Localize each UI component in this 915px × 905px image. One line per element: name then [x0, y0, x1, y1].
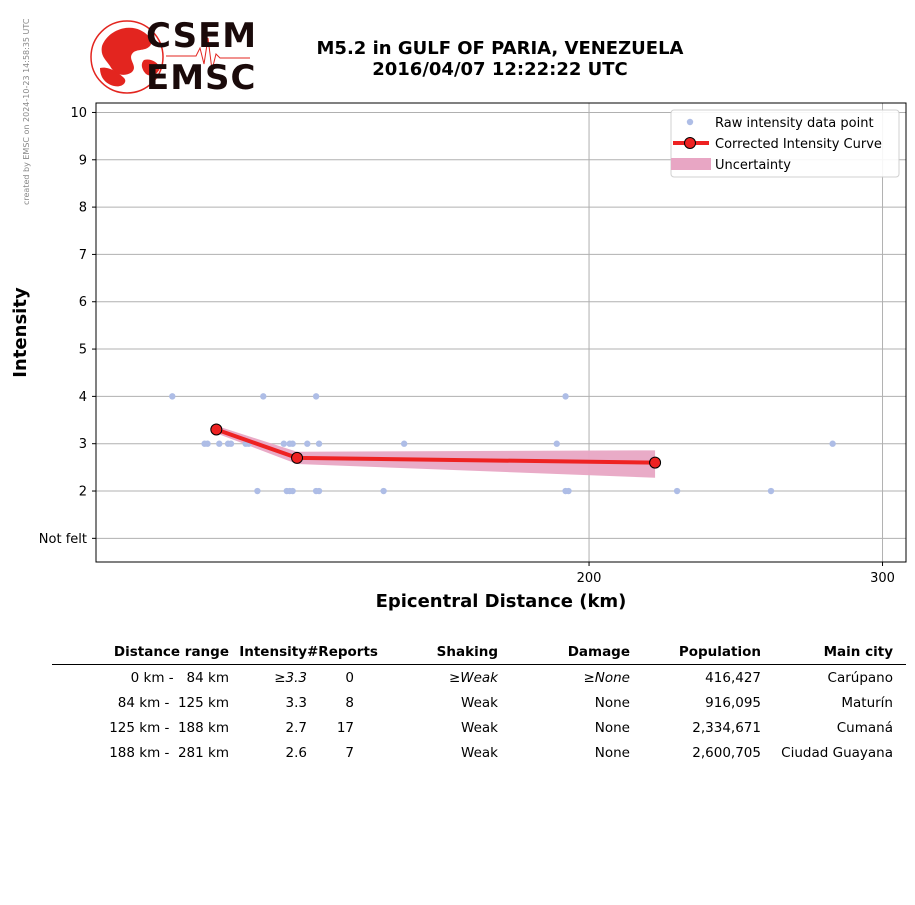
raw-data-point: [400, 440, 408, 447]
legend-label: Raw intensity data point: [715, 116, 874, 131]
raw-data-point: [254, 487, 261, 495]
raw-data-point: [289, 440, 296, 447]
cell-reports: 0: [345, 669, 354, 686]
logo-emsc: EMSC: [146, 58, 257, 98]
raw-data-point: [829, 440, 836, 447]
raw-data-point: [380, 487, 387, 495]
title-line-event: M5.2 in GULF OF PARIA, VENEZUELA: [316, 38, 684, 59]
table-header: Distance range Intensity #Reports Shakin…: [52, 640, 906, 665]
cell-reports: 8: [345, 694, 354, 711]
cell-population: 416,427: [705, 669, 761, 686]
globe-icon: [90, 20, 250, 94]
raw-data-point: [260, 393, 267, 400]
raw-data-point: [169, 393, 176, 400]
legend-swatch-marker: [684, 137, 696, 149]
x-tick-label: 300: [870, 571, 895, 586]
table-row: 125 km - 188 km 2.7 17 Weak None 2,334,6…: [52, 715, 906, 740]
cell-range: 0 km - 84 km: [130, 669, 229, 686]
y-tick-label: Not felt: [39, 532, 87, 547]
header-damage: Damage: [567, 644, 630, 660]
cell-shaking: Weak: [461, 694, 498, 711]
raw-data-point: [562, 393, 569, 400]
cell-damage: None: [594, 719, 630, 736]
raw-data-point: [315, 487, 323, 495]
y-tick-label: 8: [79, 201, 87, 216]
cell-population: 2,600,705: [692, 744, 761, 761]
cell-intensity: 2.6: [285, 744, 307, 761]
cell-shaking: ≥Weak: [448, 669, 498, 686]
header-shaking: Shaking: [436, 644, 498, 660]
header-intensity: Intensity: [239, 644, 307, 660]
y-tick-label: 6: [79, 295, 87, 310]
cell-city: Carúpano: [827, 669, 893, 686]
cell-intensity: ≥3.3: [274, 669, 307, 686]
header-population: Population: [678, 644, 761, 660]
legend-label: Corrected Intensity Curve: [715, 137, 882, 152]
cell-population: 916,095: [705, 694, 761, 711]
raw-data-point: [216, 440, 223, 447]
cell-reports: 17: [336, 719, 354, 736]
cell-shaking: Weak: [461, 719, 498, 736]
y-tick-label: 4: [79, 390, 87, 405]
x-tick-label: 200: [577, 571, 602, 586]
header-distance-range: Distance range: [113, 644, 229, 660]
cell-damage: None: [594, 694, 630, 711]
curve-marker: [210, 423, 223, 436]
raw-data-point: [304, 440, 311, 447]
cell-intensity: 2.7: [285, 719, 307, 736]
x-axis-label: Epicentral Distance (km): [376, 591, 627, 612]
y-tick-label: 9: [79, 153, 87, 168]
curve-marker: [291, 451, 304, 464]
y-tick-label: 2: [79, 485, 87, 500]
legend-box: [670, 109, 900, 178]
intensity-chart: Not felt 2 3 4 5 6 7 8 9 10 200 300 Epicentral Dista…: [10, 102, 907, 612]
cell-population: 2,334,671: [692, 719, 761, 736]
raw-data-point: [204, 440, 211, 447]
emsc-logo: CSEM EMSC: [88, 16, 258, 98]
cell-city: Maturín: [841, 694, 893, 711]
cell-range: 125 km - 188 km: [109, 719, 229, 736]
raw-data-point: [673, 487, 681, 495]
raw-data-point: [289, 487, 296, 495]
cell-range: 84 km - 125 km: [117, 694, 229, 711]
cell-shaking: Weak: [461, 744, 498, 761]
intensity-table: Distance range Intensity #Reports Shakin…: [52, 640, 906, 765]
table-row: 0 km - 84 km ≥3.3 0 ≥Weak ≥None 416,427 …: [52, 665, 906, 690]
raw-data-point: [565, 487, 572, 495]
uncertainty-band: [216, 425, 656, 478]
cell-reports: 7: [345, 744, 354, 761]
header-main-city: Main city: [823, 644, 893, 660]
raw-data-point: [280, 440, 288, 447]
cell-city: Ciudad Guayana: [781, 744, 893, 761]
raw-data-point: [312, 393, 320, 400]
y-tick-label: 3: [79, 437, 87, 452]
y-axis-label: Intensity: [10, 287, 31, 378]
raw-data-point: [553, 440, 560, 447]
table-row: 188 km - 281 km 2.6 7 Weak None 2,600,70…: [52, 740, 906, 765]
y-tick-label: 5: [79, 343, 87, 358]
plot-frame: [95, 102, 907, 563]
chart-title: M5.2 in GULF OF PARIA, VENEZUELA 2016/04…: [250, 38, 750, 80]
legend-swatch-raw: [686, 118, 694, 126]
raw-data-point: [315, 440, 323, 447]
logo-csem: CSEM: [146, 16, 258, 56]
legend-label: Uncertainty: [715, 158, 791, 173]
raw-data-point: [767, 487, 775, 495]
cell-city: Cumaná: [836, 719, 893, 736]
header-reports: #Reports: [307, 644, 378, 660]
y-tick-label: 10: [70, 106, 87, 121]
table-row: 84 km - 125 km 3.3 8 Weak None 916,095 M…: [52, 690, 906, 715]
raw-data-point: [227, 440, 235, 447]
legend-swatch-uncertainty: [671, 158, 711, 170]
y-tick-label: 7: [79, 248, 87, 263]
cell-range: 188 km - 281 km: [109, 744, 229, 761]
curve-marker: [649, 456, 662, 469]
title-line-datetime: 2016/04/07 12:22:22 UTC: [372, 59, 628, 80]
cell-damage: ≥None: [583, 669, 630, 686]
cell-intensity: 3.3: [285, 694, 307, 711]
cell-damage: None: [594, 744, 630, 761]
